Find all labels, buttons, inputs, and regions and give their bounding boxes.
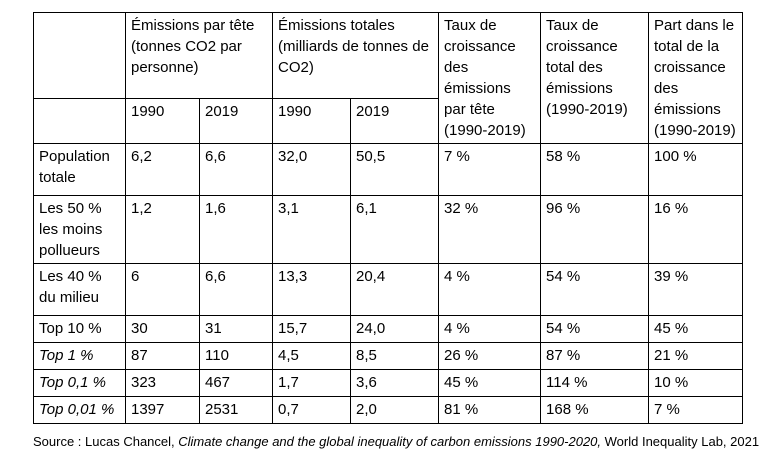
cell-value: 1,6 xyxy=(199,195,273,264)
year-header: 1990 xyxy=(272,97,351,145)
year-header: 2019 xyxy=(349,97,440,145)
row-label: Population totale xyxy=(33,143,126,196)
cell-value: 24,0 xyxy=(349,315,440,343)
column-header-emissions-totales: Émissions totales (milliards de tonnes d… xyxy=(271,12,440,99)
cell-value: 45 % xyxy=(438,369,542,397)
year-header: 1990 xyxy=(125,97,200,145)
row-label: Les 40 % du milieu xyxy=(33,263,126,316)
cell-value: 20,4 xyxy=(349,263,440,316)
cell-value: 54 % xyxy=(540,263,650,316)
row-label: Top 0,01 % xyxy=(33,396,126,424)
cell-value: 114 % xyxy=(540,369,650,397)
cell-value: 1,2 xyxy=(125,195,200,264)
cell-value: 1397 xyxy=(125,396,200,424)
cell-value: 3,1 xyxy=(272,195,351,264)
cell-value: 39 % xyxy=(648,263,744,316)
cell-value: 32 % xyxy=(438,195,542,264)
cell-value: 26 % xyxy=(438,342,542,370)
cell-value: 467 xyxy=(199,369,273,397)
cell-value: 2,0 xyxy=(349,396,440,424)
cell-value: 4 % xyxy=(438,315,542,343)
row-label: Top 1 % xyxy=(33,342,126,370)
cell-value: 4 % xyxy=(438,263,542,316)
cell-value: 4,5 xyxy=(272,342,351,370)
cell-value: 58 % xyxy=(540,143,650,196)
cell-value: 32,0 xyxy=(272,143,351,196)
cell-value: 100 % xyxy=(648,143,744,196)
row-label: Top 0,1 % xyxy=(33,369,126,397)
cell-value: 10 % xyxy=(648,369,744,397)
column-header-taux-croissance-par-tete: Taux de croissance des émissions par têt… xyxy=(438,12,542,144)
cell-value: 6 xyxy=(125,263,200,316)
cell-value: 8,5 xyxy=(349,342,440,370)
row-label: Les 50 % les moins pollueurs xyxy=(33,195,126,264)
cell-value: 1,7 xyxy=(272,369,351,397)
cell-value: 6,2 xyxy=(125,143,200,196)
cell-value: 21 % xyxy=(648,342,744,370)
cell-value: 87 xyxy=(125,342,200,370)
table-row: Top 0,01 % 1397 2531 0,7 2,0 81 % 168 % … xyxy=(33,396,744,424)
cell-value: 0,7 xyxy=(272,396,351,424)
cell-value: 3,6 xyxy=(349,369,440,397)
cell-value: 2531 xyxy=(199,396,273,424)
cell-value: 45 % xyxy=(648,315,744,343)
corner-cell-empty xyxy=(33,97,126,145)
column-header-taux-croissance-total: Taux de croissance total des émissions (… xyxy=(540,12,650,144)
cell-value: 81 % xyxy=(438,396,542,424)
table-row: Top 0,1 % 323 467 1,7 3,6 45 % 114 % 10 … xyxy=(33,369,744,397)
cell-value: 6,6 xyxy=(199,143,273,196)
cell-value: 168 % xyxy=(540,396,650,424)
cell-value: 54 % xyxy=(540,315,650,343)
corner-cell-empty xyxy=(33,12,126,99)
table-row: Top 10 % 30 31 15,7 24,0 4 % 54 % 45 % xyxy=(33,315,744,343)
cell-value: 6,1 xyxy=(349,195,440,264)
column-header-emissions-par-tete: Émissions par tête (tonnes CO2 par perso… xyxy=(125,12,273,99)
source-citation: Source : Lucas Chancel, Climate change a… xyxy=(33,434,759,450)
cell-value: 323 xyxy=(125,369,200,397)
cell-value: 6,6 xyxy=(199,263,273,316)
row-label: Top 10 % xyxy=(33,315,126,343)
cell-value: 13,3 xyxy=(272,263,351,316)
cell-value: 16 % xyxy=(648,195,744,264)
source-suffix: World Inequality Lab, 2021 xyxy=(601,434,760,449)
header-row-years: 1990 2019 1990 2019 xyxy=(33,97,743,145)
cell-value: 96 % xyxy=(540,195,650,264)
cell-value: 15,7 xyxy=(272,315,351,343)
emissions-table: Émissions par tête (tonnes CO2 par perso… xyxy=(33,12,744,424)
year-header: 2019 xyxy=(199,97,273,145)
table-row: Les 40 % du milieu 6 6,6 13,3 20,4 4 % 5… xyxy=(33,263,744,316)
cell-value: 50,5 xyxy=(349,143,440,196)
table-row: Les 50 % les moins pollueurs 1,2 1,6 3,1… xyxy=(33,195,744,264)
source-prefix: Source : Lucas Chancel, xyxy=(33,434,179,449)
cell-value: 7 % xyxy=(438,143,542,196)
table-row: Top 1 % 87 110 4,5 8,5 26 % 87 % 21 % xyxy=(33,342,744,370)
cell-value: 31 xyxy=(199,315,273,343)
cell-value: 110 xyxy=(199,342,273,370)
header-row-groups: Émissions par tête (tonnes CO2 par perso… xyxy=(33,12,744,144)
cell-value: 7 % xyxy=(648,396,744,424)
source-title: Climate change and the global inequality… xyxy=(178,434,602,449)
column-header-part-croissance: Part dans le total de la croissance des … xyxy=(648,12,744,144)
table-row: Population totale 6,2 6,6 32,0 50,5 7 % … xyxy=(33,143,744,196)
cell-value: 87 % xyxy=(540,342,650,370)
cell-value: 30 xyxy=(125,315,200,343)
